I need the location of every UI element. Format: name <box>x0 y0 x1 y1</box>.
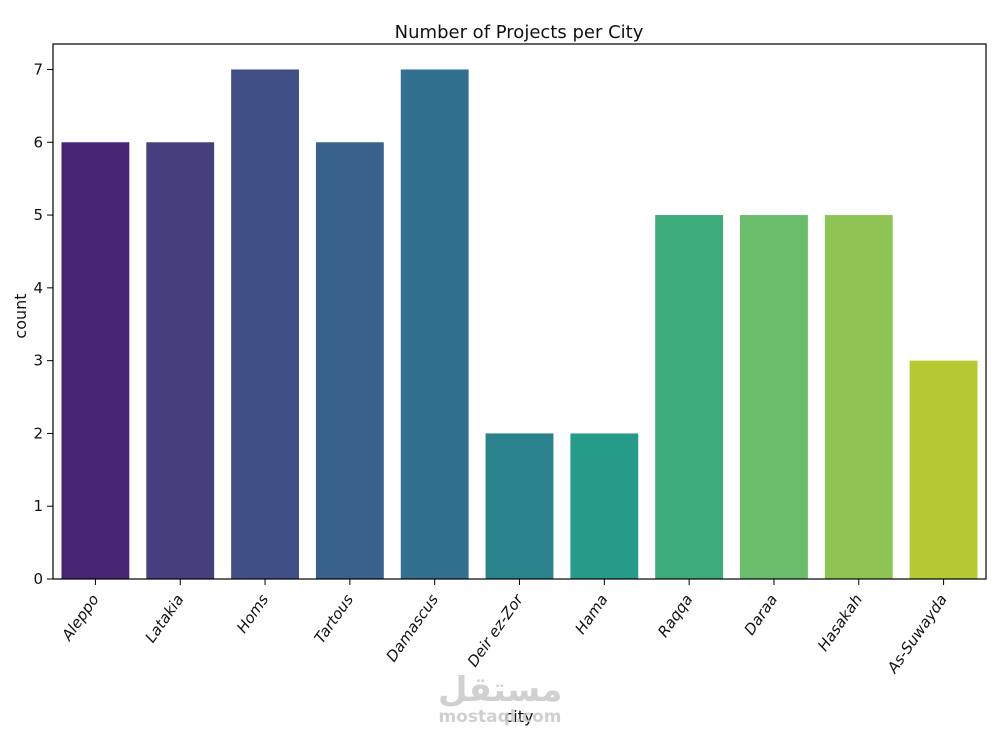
y-tick-label: 6 <box>33 133 43 151</box>
x-tick-label: Latakia <box>141 591 187 646</box>
bar-homs <box>231 69 299 579</box>
x-tick-label: Hasakah <box>814 591 866 654</box>
y-axis: 0 1 2 3 4 5 6 7 <box>33 60 53 588</box>
y-tick-label: 5 <box>33 206 43 224</box>
bar-daraa <box>740 215 808 579</box>
x-tick-label: Daraa <box>741 591 782 638</box>
bar-as-suwayda <box>909 360 978 579</box>
bar-raqqa <box>655 215 724 579</box>
bar-damascus <box>400 69 469 579</box>
x-tick-label: Raqqa <box>654 591 696 641</box>
bar-latakia <box>146 142 215 579</box>
x-tick-label: Hama <box>571 591 611 638</box>
x-tick-label: Tartous <box>311 591 358 647</box>
x-tick-label: Deir ez-Zor <box>464 590 527 670</box>
bar-hama <box>570 433 639 579</box>
y-axis-label: count <box>11 293 30 338</box>
x-axis-label: city <box>505 707 534 726</box>
chart-title: Number of Projects per City <box>395 22 644 43</box>
y-tick-label: 2 <box>33 424 43 442</box>
x-tick-label: Aleppo <box>58 591 103 645</box>
y-tick-label: 7 <box>33 60 43 78</box>
y-tick-label: 3 <box>33 352 43 370</box>
bar-deir-ez-zor <box>485 433 554 579</box>
x-tick-label: As-Suwayda <box>883 591 951 677</box>
x-tick-label: Damascus <box>383 591 443 665</box>
y-tick-label: 4 <box>33 279 43 297</box>
y-tick-label: 0 <box>33 570 43 588</box>
bar-aleppo <box>61 142 130 579</box>
y-tick-label: 1 <box>33 497 43 515</box>
bar-hasakah <box>824 215 893 579</box>
x-tick-label: Homs <box>233 591 272 637</box>
x-axis: Aleppo Latakia Homs Tartous Damascus Deir ez-… <box>58 579 951 677</box>
plot-frame <box>52 43 987 580</box>
bars-group <box>61 69 978 579</box>
bar-tartous <box>315 142 384 579</box>
